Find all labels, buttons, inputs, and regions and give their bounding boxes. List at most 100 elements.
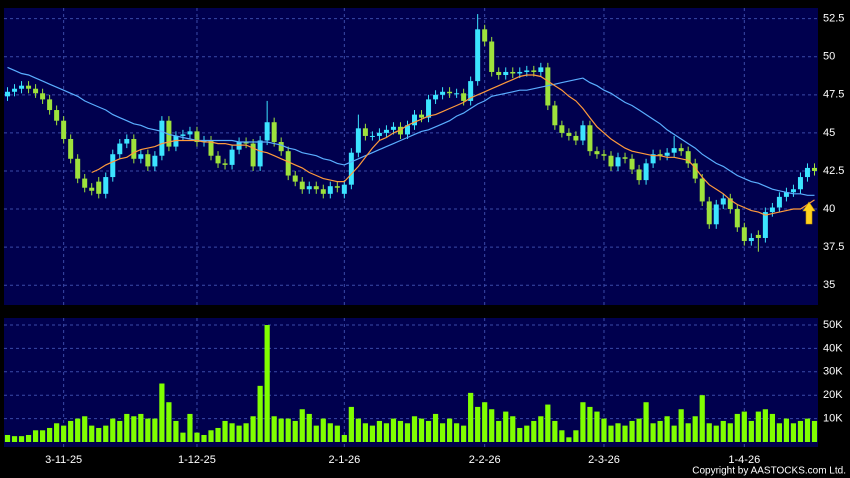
candle-body [706, 201, 712, 225]
candle-body [180, 134, 186, 136]
volume-bar [215, 427, 221, 442]
volume-bar [790, 423, 797, 442]
volume-bar [636, 418, 642, 442]
volume-bar [25, 434, 32, 442]
candle-body [489, 41, 495, 72]
candle-body [419, 114, 425, 118]
candle-body [496, 71, 502, 76]
candle-body [685, 151, 691, 164]
volume-bar [411, 416, 418, 442]
volume-bar [454, 423, 460, 442]
volume-bar [425, 420, 432, 442]
candle-body [103, 177, 109, 194]
candle-body [636, 169, 642, 181]
volume-bar [622, 425, 628, 442]
candle-body [355, 128, 361, 153]
volume-bar [124, 413, 130, 442]
candle-body [545, 67, 551, 106]
x-tick-label: 1-4-26 [728, 454, 760, 466]
copyright: Copyright by AASTOCKS.com Ltd. [692, 466, 846, 477]
candle-body [215, 155, 221, 164]
volume-bar [229, 423, 235, 442]
candle-body [208, 140, 214, 156]
volume-bar [103, 425, 109, 442]
volume-bar [566, 437, 572, 442]
volume-bar [531, 420, 537, 442]
candle-body [166, 120, 172, 147]
candle-body [33, 88, 39, 94]
volume-bar [39, 430, 46, 442]
candle-body [608, 155, 614, 167]
candle-body [769, 207, 775, 213]
volume-bar [517, 427, 523, 442]
volume-bar [664, 416, 670, 442]
volume-bar [159, 383, 165, 442]
y-tick-label: 40 [823, 203, 835, 215]
volume-bar [657, 420, 663, 442]
candle-body [26, 85, 32, 89]
volume-bar [475, 406, 481, 442]
volume-bar [692, 416, 698, 442]
volume-bar [769, 413, 775, 442]
candle-body [229, 149, 235, 165]
volume-bar [580, 402, 586, 442]
candle-body [622, 157, 628, 159]
candle-body [222, 163, 228, 165]
candle-body [75, 158, 81, 179]
arrow-marker [802, 201, 816, 225]
candle-body [426, 99, 432, 118]
volume-bar [748, 420, 754, 442]
candle-body [159, 120, 165, 156]
candle-body [482, 29, 488, 42]
y-tick-label: 10K [823, 413, 843, 425]
candle-body [306, 186, 312, 190]
volume-bar [271, 416, 277, 442]
volume-bar [432, 413, 439, 442]
volume-bar [18, 436, 25, 442]
candle-body [82, 178, 88, 188]
candle-body [89, 187, 95, 191]
x-tick-label: 2-3-26 [588, 454, 620, 466]
x-tick-label: 2-1-26 [328, 454, 360, 466]
volume-bar [496, 420, 502, 442]
volume-bar [797, 420, 804, 442]
volume-bar [341, 434, 347, 442]
volume-bar [334, 425, 340, 442]
volume-bar [278, 418, 284, 442]
volume-bar [594, 411, 600, 442]
volume-bar [11, 436, 18, 442]
y-tick-label: 50 [823, 51, 835, 63]
volume-bar [292, 420, 298, 442]
volume-bar [524, 425, 530, 442]
candle-body [131, 138, 137, 159]
candle-body [96, 181, 102, 194]
volume-bar [601, 418, 607, 442]
candle-body [390, 126, 396, 130]
volume-bar [327, 423, 333, 442]
moving-average-line [7, 66, 815, 196]
y-tick-label: 45 [823, 127, 835, 139]
candle-body [566, 132, 572, 136]
candle-body [601, 154, 607, 156]
volume-bar [117, 420, 123, 442]
candle-body [748, 237, 754, 242]
volume-bar [699, 395, 705, 442]
x-tick-label: 1-12-25 [178, 454, 216, 466]
candle-body [327, 186, 333, 194]
price-panel [4, 8, 818, 305]
candle-body [250, 143, 256, 167]
volume-bar [559, 430, 565, 442]
candle-body [797, 177, 803, 190]
y-tick-label: 30K [823, 366, 843, 378]
volume-bar [538, 416, 544, 442]
volume-bar [643, 402, 649, 442]
candle-body [594, 151, 600, 155]
volume-bar [503, 411, 509, 442]
candle-body [152, 155, 158, 167]
candle-body [559, 125, 565, 133]
candle-body [713, 204, 719, 225]
candle-body [173, 135, 179, 147]
y-tick-label: 52.5 [823, 13, 844, 25]
volume-bar [285, 418, 291, 442]
volume-bar [685, 423, 691, 442]
